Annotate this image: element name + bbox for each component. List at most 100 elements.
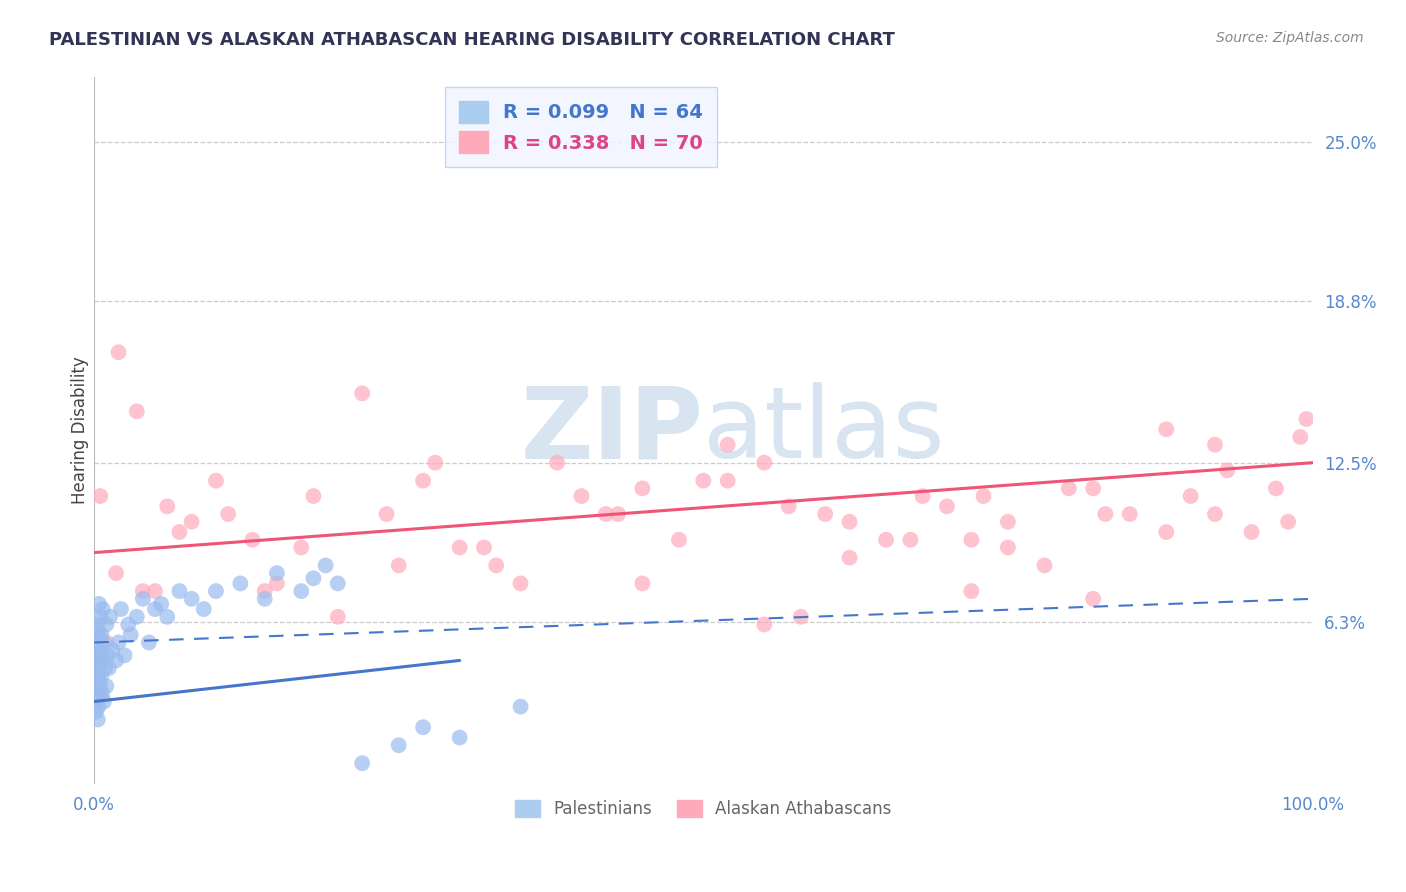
Point (138, 635, 160, 649)
Point (631, 576, 654, 591)
Point (290, 541, 312, 555)
Point (326, 576, 349, 591)
Point (1033, 558, 1056, 573)
Point (1240, 524, 1263, 539)
Point (485, 558, 508, 573)
Point (1094, 507, 1116, 521)
Point (326, 609, 349, 624)
Point (205, 474, 228, 488)
Point (607, 507, 630, 521)
Point (105, 566, 128, 581)
Point (302, 489, 325, 503)
Point (125, 404, 148, 418)
Point (717, 474, 740, 488)
Point (156, 500, 179, 514)
Point (1204, 507, 1226, 521)
Point (717, 438, 740, 452)
Point (1180, 489, 1202, 503)
Point (1156, 422, 1178, 436)
Point (89, 648, 111, 663)
Point (107, 345, 129, 359)
Point (86, 653, 108, 667)
Point (900, 533, 922, 547)
Point (412, 474, 434, 488)
Point (86, 679, 108, 693)
Point (132, 584, 155, 599)
Point (87, 617, 110, 632)
Text: Source: ZipAtlas.com: Source: ZipAtlas.com (1216, 31, 1364, 45)
Point (91, 653, 114, 667)
Point (1083, 482, 1105, 496)
Point (96, 617, 118, 632)
Point (814, 507, 837, 521)
Point (89, 679, 111, 693)
Point (87, 687, 110, 701)
Point (1204, 438, 1226, 452)
Point (93, 694, 115, 708)
Point (1156, 524, 1178, 539)
Point (132, 591, 155, 606)
Point (120, 628, 142, 642)
Point (571, 489, 593, 503)
Point (790, 609, 813, 624)
Point (217, 507, 239, 521)
Point (98, 609, 121, 624)
Point (449, 731, 471, 745)
Point (87, 713, 110, 727)
Point (143, 584, 166, 599)
Point (101, 643, 124, 657)
Point (91, 602, 114, 616)
Point (117, 617, 139, 632)
Point (352, 386, 374, 401)
Point (778, 500, 800, 514)
Point (87, 597, 110, 611)
Point (838, 515, 860, 529)
Point (90, 628, 112, 642)
Point (125, 609, 148, 624)
Point (472, 541, 495, 555)
Point (180, 515, 202, 529)
Point (302, 571, 325, 585)
Legend: Palestinians, Alaskan Athabascans: Palestinians, Alaskan Athabascans (508, 793, 898, 825)
Point (911, 489, 934, 503)
Point (87, 669, 110, 683)
Point (94, 661, 117, 675)
Point (229, 576, 252, 591)
Point (375, 507, 398, 521)
Point (91, 687, 114, 701)
Point (253, 584, 276, 599)
Point (631, 482, 654, 496)
Point (997, 541, 1019, 555)
Point (89, 609, 111, 624)
Point (105, 653, 128, 667)
Point (997, 515, 1019, 529)
Point (668, 533, 690, 547)
Point (150, 597, 173, 611)
Point (425, 456, 447, 470)
Point (1119, 507, 1142, 521)
Point (546, 456, 568, 470)
Point (266, 566, 288, 581)
Point (86, 623, 108, 637)
Point (242, 533, 264, 547)
Point (87, 673, 110, 688)
Point (352, 756, 374, 771)
Point (754, 456, 776, 470)
Point (96, 635, 118, 649)
Point (205, 584, 228, 599)
Point (290, 584, 312, 599)
Point (1057, 482, 1080, 496)
Point (96, 648, 118, 663)
Point (960, 533, 983, 547)
Point (86, 635, 108, 649)
Point (973, 489, 995, 503)
Point (412, 720, 434, 734)
Point (169, 524, 191, 539)
Point (1289, 430, 1312, 444)
Point (936, 500, 959, 514)
Point (1277, 515, 1299, 529)
Point (1295, 412, 1317, 426)
Point (89, 489, 111, 503)
Point (253, 591, 276, 606)
Point (90, 669, 112, 683)
